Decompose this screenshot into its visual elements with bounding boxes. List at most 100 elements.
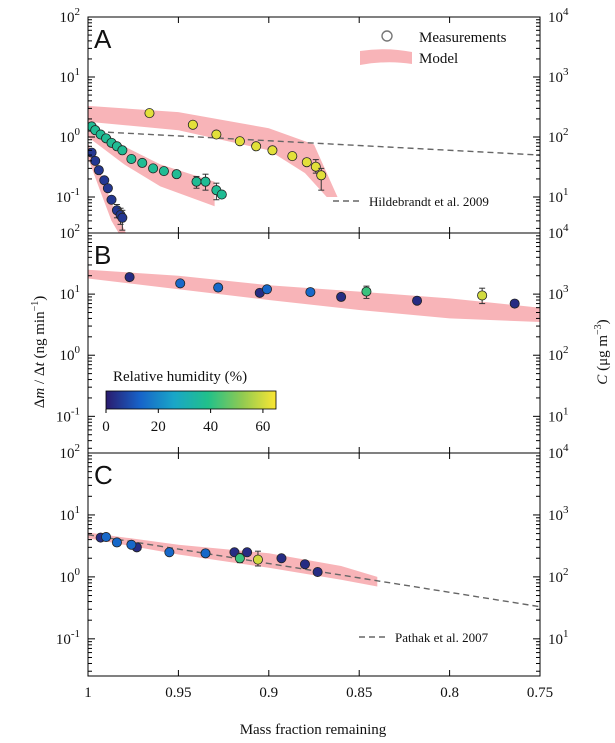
measurement-point (412, 295, 423, 306)
y-tick-label-right: 104 (548, 442, 569, 462)
measurement-point (101, 532, 112, 543)
plot-area (88, 105, 540, 233)
x-tick-label: 1 (84, 685, 92, 701)
measurement-point (175, 278, 186, 289)
colorbar-label: Relative humidity (%) (113, 369, 247, 385)
panels: 10-1 100 101 102 101 102 103 104 A Hildebrandt et… (56, 6, 569, 701)
x-tick-label: 0.95 (165, 685, 191, 701)
y-axis-right-label: C (μg m−3) (593, 319, 611, 384)
legend-measurement-marker (381, 30, 393, 42)
measurement-point (90, 155, 101, 166)
measurement-point (361, 286, 372, 297)
x-tick-label: 0.8 (440, 685, 459, 701)
measurement-point (216, 189, 227, 200)
y-tick-label-right: 103 (548, 66, 569, 86)
measurement-point (234, 136, 245, 147)
y-tick-label-left: 10-1 (56, 628, 80, 648)
measurement-point (312, 566, 323, 577)
legend: Measurements Model (360, 30, 507, 67)
y-tick-label-left: 100 (60, 344, 81, 364)
x-tick-label: 0.85 (346, 685, 372, 701)
legend-model-label: Model (419, 51, 458, 67)
measurement-point (251, 141, 262, 152)
y-tick-label-left: 102 (60, 442, 81, 462)
measurement-point (126, 153, 137, 164)
measurement-point (187, 119, 198, 130)
x-axis-label: Mass fraction remaining (240, 722, 387, 738)
measurement-point (310, 161, 321, 172)
plot-area (88, 532, 540, 608)
measurement-point (126, 539, 137, 550)
legend-model-swatch (360, 49, 412, 65)
y-tick-label-left: 100 (60, 126, 81, 146)
panel-letter: B (94, 240, 111, 270)
panel-letter: C (94, 460, 113, 490)
y-tick-label-left: 10-1 (56, 186, 80, 206)
x-tick-label: 0.9 (259, 685, 278, 701)
measurement-point (305, 287, 316, 298)
y-tick-label-right: 101 (548, 186, 569, 206)
measurement-point (252, 554, 263, 565)
colorbar-tick-label: 60 (255, 419, 270, 435)
y-tick-label-left: 101 (60, 504, 81, 524)
measurement-point (93, 165, 104, 176)
panel-b: 10-1 100 101 102 101 102 103 104 B (56, 222, 569, 454)
legend-measurements-label: Measurements (419, 30, 507, 46)
measurement-point (211, 129, 222, 140)
y-tick-label-left: 101 (60, 66, 81, 86)
measurement-point (213, 282, 224, 293)
reference-line (88, 130, 540, 156)
y-tick-label-left: 10-1 (56, 405, 80, 425)
measurement-point (164, 547, 175, 558)
reference-legend-label: Pathak et al. 2007 (395, 630, 489, 645)
y-tick-label-left: 102 (60, 222, 81, 242)
panel-frame (87, 452, 541, 677)
reference-legend-label: Hildebrandt et al. 2009 (369, 194, 489, 209)
y-tick-label-right: 102 (548, 566, 569, 586)
measurement-point (267, 145, 278, 156)
measurement-point (242, 547, 253, 558)
measurement-point (261, 284, 272, 295)
measurement-point (158, 166, 169, 177)
y-tick-label-left: 102 (60, 6, 81, 26)
colorbar-tick-label: 0 (102, 419, 110, 435)
y-tick-label-left: 100 (60, 566, 81, 586)
measurement-point (477, 290, 488, 301)
measurement-point (200, 176, 211, 187)
colorbar-tick-label: 40 (203, 419, 218, 435)
panel-letter: A (94, 24, 112, 54)
y-tick-label-right: 102 (548, 344, 569, 364)
y-tick-label-right: 103 (548, 283, 569, 303)
measurement-point (316, 170, 327, 181)
measurement-point (137, 157, 148, 168)
reference-line (88, 533, 540, 608)
measurement-point (509, 298, 520, 309)
plot-area (88, 269, 540, 322)
measurement-point (171, 169, 182, 180)
measurement-point (276, 553, 287, 564)
measurement-point (102, 183, 113, 194)
y-tick-label-right: 103 (548, 504, 569, 524)
y-tick-label-right: 104 (548, 6, 569, 26)
panel-c: 10-1 100 101 102 101 102 103 104 C Pathak et al. … (56, 442, 569, 677)
y-tick-label-right: 104 (548, 222, 569, 242)
measurement-point (148, 163, 159, 174)
measurement-point (299, 559, 310, 570)
colorbar-ticks: 0 20 40 60 (102, 409, 270, 435)
measurement-point (124, 272, 135, 283)
model-band (88, 105, 338, 197)
y-tick-label-left: 101 (60, 283, 81, 303)
measurement-point (117, 145, 128, 156)
y-axis-left-label: Δm / Δt (ng min−1) (30, 296, 48, 408)
measurement-point (336, 291, 347, 302)
x-tick-label: 0.75 (527, 685, 553, 701)
measurement-point (117, 212, 128, 223)
measurement-point (287, 151, 298, 162)
measurement-point (234, 553, 245, 564)
measurement-point (191, 176, 202, 187)
colorbar: Relative humidity (%) 0 20 40 60 (102, 369, 277, 435)
measurement-point (200, 548, 211, 559)
colorbar-tick-label: 20 (151, 419, 166, 435)
measurement-point (106, 194, 117, 205)
